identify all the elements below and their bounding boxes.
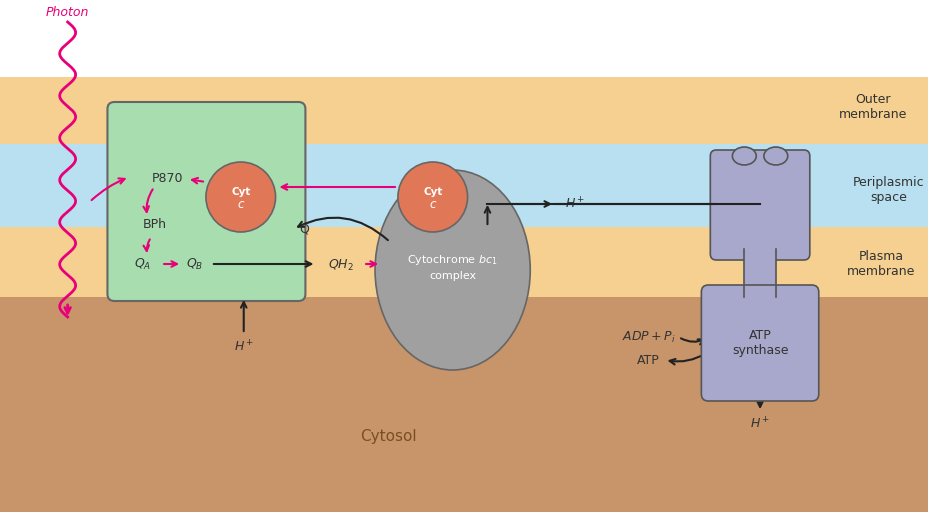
Text: Cyt: Cyt [423,187,442,197]
Text: $c$: $c$ [237,198,244,210]
Text: Plasma
membrane: Plasma membrane [847,250,915,278]
Bar [0,77,928,144]
Bar [0,297,928,512]
Bar [0,144,928,227]
Text: $ADP + P_i$: $ADP + P_i$ [621,329,675,345]
FancyBboxPatch shape [702,285,819,401]
Ellipse shape [764,147,787,165]
Text: ATP: ATP [637,353,660,367]
FancyBboxPatch shape [710,150,810,260]
Text: $H^+$: $H^+$ [565,196,585,211]
Text: complex: complex [429,271,476,281]
Text: $Q_A$: $Q_A$ [133,257,151,271]
FancyBboxPatch shape [107,102,305,301]
Ellipse shape [398,162,467,232]
Text: $H^+$: $H^+$ [750,416,771,432]
Bar [0,0,928,77]
Text: $H^+$: $H^+$ [233,339,254,355]
Ellipse shape [206,162,275,232]
Text: ATP
synthase: ATP synthase [731,329,788,357]
Text: Cyt: Cyt [231,187,250,197]
Bar [0,227,928,297]
Bar [745,249,776,297]
Text: Cytosol: Cytosol [360,430,416,444]
Text: $Q_B$: $Q_B$ [187,257,203,271]
Text: $c$: $c$ [428,198,437,210]
Text: BPh: BPh [142,218,166,230]
Text: Q: Q [299,223,310,236]
Text: $QH_2$: $QH_2$ [328,258,355,272]
Text: Photon: Photon [46,6,90,18]
Text: Periplasmic
space: Periplasmic space [853,176,925,204]
Text: Cytochrome $bc_1$: Cytochrome $bc_1$ [408,253,498,267]
Ellipse shape [375,170,530,370]
Text: P870: P870 [151,173,183,185]
Text: Outer
membrane: Outer membrane [840,93,908,121]
Ellipse shape [732,147,757,165]
